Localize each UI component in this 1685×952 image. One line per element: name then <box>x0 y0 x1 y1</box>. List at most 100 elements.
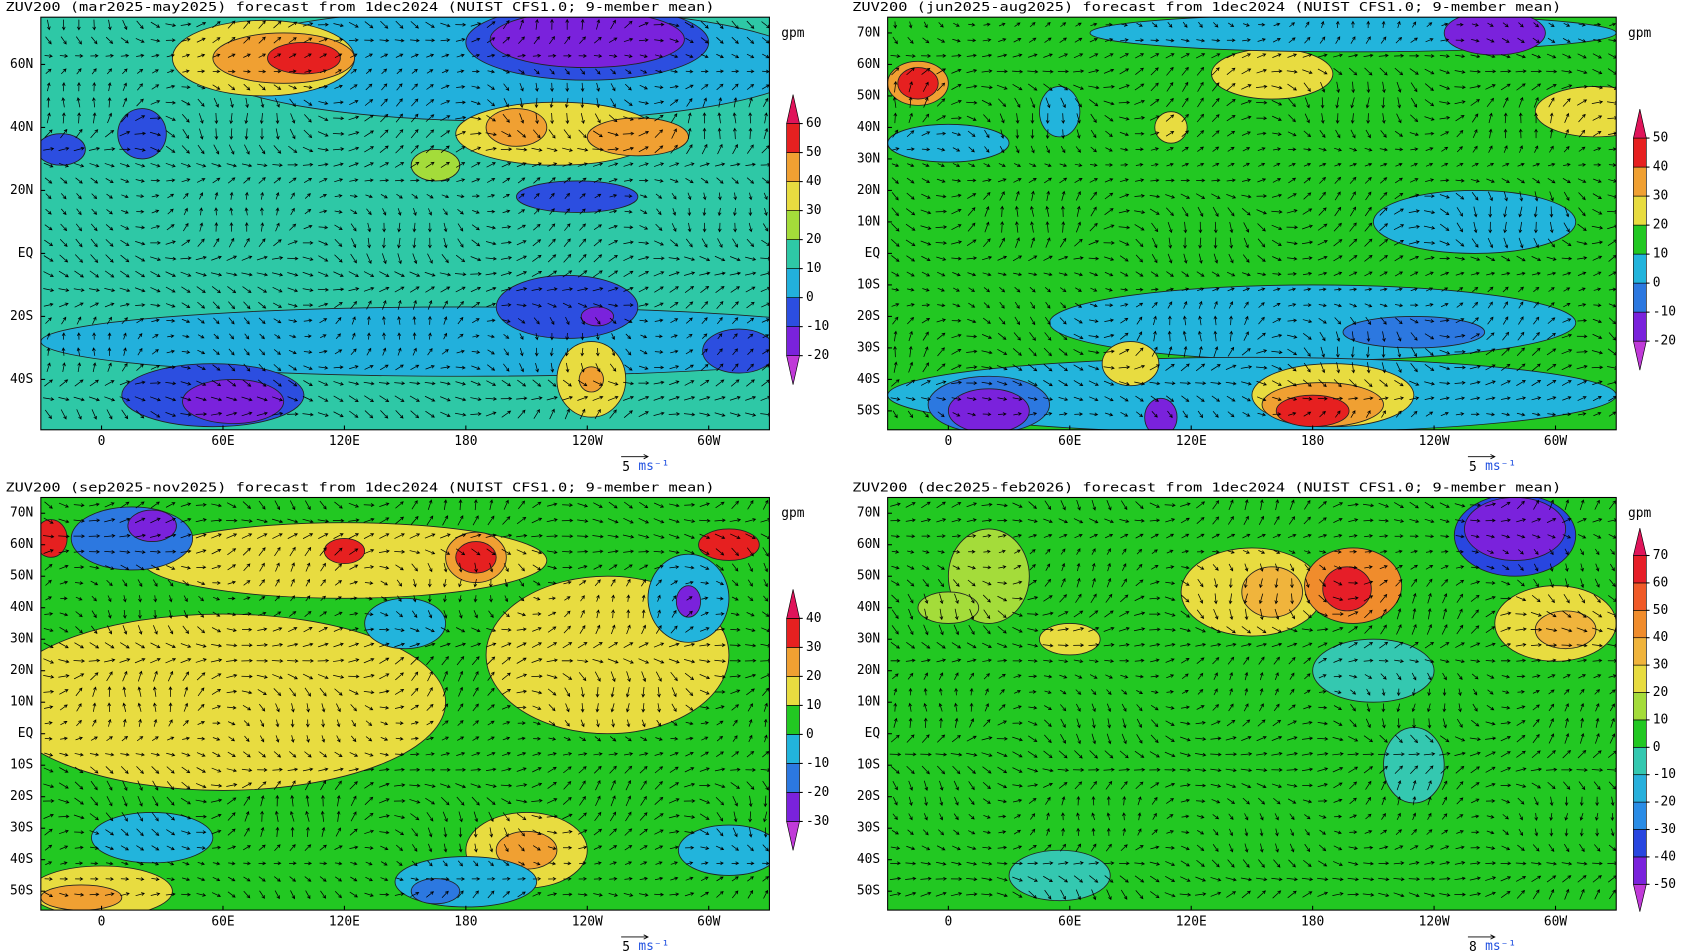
lon-tick-label: 120E <box>329 914 360 929</box>
colorbar-segment <box>1633 582 1647 611</box>
colorbar-label: -10 <box>806 756 829 771</box>
colorbar-label: -10 <box>806 319 829 334</box>
lat-tick-label: 20S <box>857 309 880 324</box>
lat-tick-label: 30S <box>857 340 880 355</box>
colorbar-segment <box>1633 829 1647 858</box>
field-contour <box>917 591 980 624</box>
colorbar-label: 0 <box>806 727 814 742</box>
field-contour <box>580 306 615 327</box>
reference-unit: ms⁻¹ <box>1485 939 1516 952</box>
lon-tick-label: 120E <box>1176 914 1207 929</box>
colorbar-segment <box>1633 664 1647 693</box>
lat-tick-label: 70N <box>857 25 880 40</box>
lat-tick-label: 10N <box>857 214 880 229</box>
reference-vector <box>621 934 649 940</box>
lat-tick-label: 40N <box>10 120 33 135</box>
reference-value: 5 <box>622 460 630 475</box>
colorbar-end <box>1633 883 1647 912</box>
colorbar-label: -10 <box>1653 305 1676 320</box>
wind-vectors <box>42 499 770 900</box>
lat-tick-label: 50N <box>857 569 880 584</box>
colorbar-segment <box>786 763 800 793</box>
colorbar-label: -20 <box>806 348 829 363</box>
colorbar-segment <box>1633 137 1647 168</box>
colorbar-end <box>1633 528 1647 556</box>
map-frame <box>40 16 770 431</box>
colorbar-label: 10 <box>806 261 822 276</box>
lat-tick-label: 70N <box>10 506 33 521</box>
colorbar-end <box>786 589 800 619</box>
colorbar-end <box>1633 108 1647 139</box>
field-contour <box>1038 623 1101 656</box>
colorbar-label: 60 <box>806 116 822 131</box>
map-frame <box>40 496 770 911</box>
colorbar-segment <box>786 268 800 298</box>
lon-tick-label: 60W <box>1544 434 1568 449</box>
lat-tick-label: 40N <box>10 600 33 615</box>
lon-tick-label: 120E <box>329 434 360 449</box>
field-contour <box>495 275 639 339</box>
panel-title: ZUV200 (mar2025-may2025) forecast from 1… <box>5 0 714 14</box>
colorbar-end <box>786 821 800 851</box>
colorbar-label: 10 <box>806 698 822 713</box>
colorbar-label: 40 <box>1653 160 1669 175</box>
lon-tick-label: 60E <box>211 914 234 929</box>
map-panel: ZUV200 (mar2025-may2025) forecast from 1… <box>5 0 829 475</box>
field-contour <box>40 519 68 558</box>
field-contour <box>455 541 497 574</box>
reference-value: 5 <box>622 940 630 952</box>
lat-tick-label: 10S <box>10 758 33 773</box>
lon-tick-label: 60W <box>1544 914 1568 929</box>
map-panel: ZUV200 (jun2025-aug2025) forecast from 1… <box>852 0 1676 475</box>
field-contour <box>489 17 685 69</box>
lon-tick-label: 60E <box>211 434 234 449</box>
field-contour <box>947 388 1030 430</box>
lat-tick-label: 50N <box>857 88 880 103</box>
lat-tick-label: 30S <box>857 821 880 836</box>
lon-tick-label: 180 <box>1301 914 1324 929</box>
units-label: gpm <box>781 506 805 521</box>
lon-tick-label: 60W <box>697 914 721 929</box>
field-contour <box>1372 189 1577 254</box>
lon-tick-label: 0 <box>944 434 952 449</box>
field-contour <box>127 509 177 543</box>
lat-tick-label: 50S <box>857 403 880 418</box>
field-contour <box>1534 610 1597 650</box>
reference-unit: ms⁻¹ <box>1485 459 1516 474</box>
lat-tick-label: 10S <box>857 758 880 773</box>
lon-tick-label: 0 <box>98 434 106 449</box>
colorbar-segment <box>1633 224 1647 255</box>
wind-vectors <box>890 20 1617 419</box>
lon-tick-label: 0 <box>98 914 106 929</box>
colorbar-label: 30 <box>1653 658 1669 673</box>
colorbar-segment <box>1633 692 1647 721</box>
field-contour <box>1008 849 1111 902</box>
colorbar-label: 30 <box>806 203 822 218</box>
lon-tick-label: 0 <box>944 914 952 929</box>
field-contour <box>677 824 770 876</box>
lat-tick-label: 40S <box>10 852 33 867</box>
field-contour <box>410 878 461 905</box>
colorbar-label: 50 <box>806 145 822 160</box>
lat-tick-label: 10N <box>857 695 880 710</box>
lon-tick-label: 180 <box>454 914 477 929</box>
map-panel: ZUV200 (sep2025-nov2025) forecast from 1… <box>5 480 829 952</box>
field-contour <box>1464 497 1567 561</box>
lat-tick-label: 60N <box>857 537 880 552</box>
colorbar-segment <box>1633 555 1647 584</box>
colorbar-segment <box>1633 282 1647 313</box>
lat-tick-label: 20S <box>10 309 33 324</box>
lat-tick-label: 20S <box>10 789 33 804</box>
colorbar-label: 40 <box>806 611 822 626</box>
reference-unit: ms⁻¹ <box>638 939 669 952</box>
colorbar-segment <box>786 297 800 327</box>
field-contour <box>1312 638 1435 703</box>
lat-tick-label: 10S <box>857 277 880 292</box>
lat-tick-label: 50S <box>10 884 33 899</box>
map-field <box>40 17 770 430</box>
map-panel: ZUV200 (dec2025-feb2026) forecast from 1… <box>852 480 1676 952</box>
colorbar-segment <box>1633 311 1647 342</box>
field-contour <box>1275 394 1350 428</box>
colorbar-label: 20 <box>806 669 822 684</box>
